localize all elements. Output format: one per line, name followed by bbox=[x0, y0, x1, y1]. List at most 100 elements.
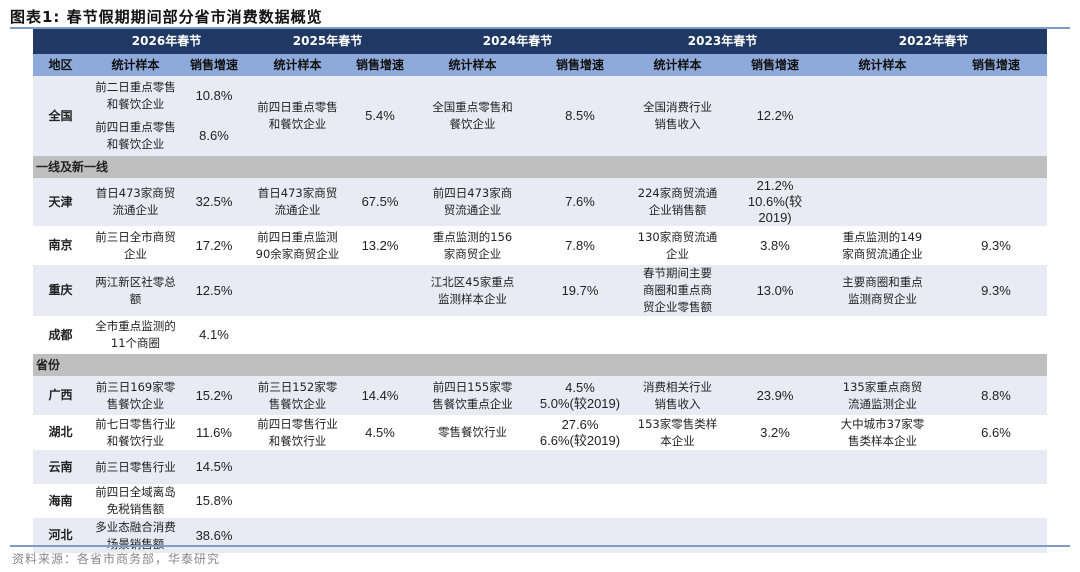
header-growth: 销售增速 bbox=[535, 54, 625, 76]
growth-cell: 13.0% bbox=[730, 265, 820, 316]
sample-cell: 消费相关行业 销售收入 bbox=[625, 376, 730, 415]
growth-cell bbox=[945, 316, 1047, 354]
region-cell: 湖北 bbox=[33, 415, 88, 450]
region-cell: 全国 bbox=[33, 76, 88, 156]
sample-cell bbox=[820, 76, 945, 156]
header-columns: 地区 统计样本 销售增速 统计样本 销售增速 统计样本 销售增速 统计样本 销售增速 统计样本 销售… bbox=[33, 54, 1047, 76]
sample-cell bbox=[410, 518, 535, 553]
header-blank bbox=[33, 29, 88, 54]
header-year: 2025年春节 bbox=[245, 29, 410, 54]
sample-cell: 重点监测的156 家商贸企业 bbox=[410, 226, 535, 265]
growth-cell bbox=[730, 450, 820, 484]
sample-cell bbox=[625, 518, 730, 553]
sample-cell: 前四日全域离岛 免税销售额 bbox=[88, 484, 183, 518]
sample-cell bbox=[820, 316, 945, 354]
sample-cell bbox=[410, 316, 535, 354]
table-row: 湖北 前七日零售行业 和餐饮行业 11.6% 前四日零售行业 和餐饮行业 4.5% 零售餐… bbox=[33, 415, 1047, 450]
sample-cell: 零售餐饮行业 bbox=[410, 415, 535, 450]
header-year: 2026年春节 bbox=[88, 29, 245, 54]
growth-cell bbox=[535, 450, 625, 484]
sample-cell bbox=[245, 316, 350, 354]
region-cell: 重庆 bbox=[33, 265, 88, 316]
sample-cell bbox=[410, 450, 535, 484]
growth-cell bbox=[350, 316, 410, 354]
growth-cell: 8.6% bbox=[183, 116, 245, 156]
sample-cell: 前四日零售行业 和餐饮行业 bbox=[245, 415, 350, 450]
sample-cell: 前四日473家商 贸流通企业 bbox=[410, 178, 535, 226]
growth-cell: 7.8% bbox=[535, 226, 625, 265]
sample-cell: 重点监测的149 家商贸流通企业 bbox=[820, 226, 945, 265]
growth-cell: 14.5% bbox=[183, 450, 245, 484]
growth-cell: 9.3% bbox=[945, 265, 1047, 316]
sample-cell: 江北区45家重点 监测样本企业 bbox=[410, 265, 535, 316]
sample-cell: 多业态融合消费 场景销售额 bbox=[88, 518, 183, 553]
sample-cell bbox=[625, 450, 730, 484]
sample-cell: 首日473家商贸 流通企业 bbox=[245, 178, 350, 226]
sample-cell bbox=[625, 484, 730, 518]
growth-cell bbox=[535, 316, 625, 354]
sample-cell: 前三日169家零 售餐饮企业 bbox=[88, 376, 183, 415]
header-sample: 统计样本 bbox=[88, 54, 183, 76]
sample-cell bbox=[245, 265, 350, 316]
growth-cell: 4.1% bbox=[183, 316, 245, 354]
table-row: 重庆 两江新区社零总 额 12.5% 江北区45家重点 监测样本企业 19.7% 春节期间… bbox=[33, 265, 1047, 316]
growth-cell: 21.2% 10.6%(较2019) bbox=[730, 178, 820, 226]
growth-cell bbox=[730, 518, 820, 553]
growth-cell: 7.6% bbox=[535, 178, 625, 226]
sample-cell: 春节期间主要 商圈和重点商 贸企业零售额 bbox=[625, 265, 730, 316]
sample-cell: 前四日重点零售 和餐饮企业 bbox=[88, 116, 183, 156]
sample-cell: 前三日全市商贸 企业 bbox=[88, 226, 183, 265]
sample-cell: 前四日重点监测 90余家商贸企业 bbox=[245, 226, 350, 265]
header-year: 2022年春节 bbox=[820, 29, 1047, 54]
sample-cell bbox=[625, 316, 730, 354]
source-note: 资料来源：各省市商务部，华泰研究 bbox=[12, 552, 221, 566]
table-row: 成都 全市重点监测的 11个商圈 4.1% bbox=[33, 316, 1047, 354]
growth-cell: 32.5% bbox=[183, 178, 245, 226]
growth-cell: 23.9% bbox=[730, 376, 820, 415]
section-label: 省份 bbox=[33, 354, 1047, 376]
growth-cell bbox=[945, 76, 1047, 156]
sample-cell: 首日473家商贸 流通企业 bbox=[88, 178, 183, 226]
section-header: 省份 bbox=[33, 354, 1047, 376]
sample-cell: 全国重点零售和 餐饮企业 bbox=[410, 76, 535, 156]
growth-cell: 17.2% bbox=[183, 226, 245, 265]
growth-cell bbox=[730, 316, 820, 354]
header-year: 2024年春节 bbox=[410, 29, 625, 54]
sample-cell: 前三日零售行业 bbox=[88, 450, 183, 484]
growth-cell: 12.2% bbox=[730, 76, 820, 156]
growth-cell: 38.6% bbox=[183, 518, 245, 553]
header-sample: 统计样本 bbox=[625, 54, 730, 76]
growth-cell: 67.5% bbox=[350, 178, 410, 226]
growth-cell bbox=[945, 484, 1047, 518]
growth-cell: 8.5% bbox=[535, 76, 625, 156]
growth-cell bbox=[730, 484, 820, 518]
growth-cell: 19.7% bbox=[535, 265, 625, 316]
table-row: 广西 前三日169家零 售餐饮企业 15.2% 前三日152家零 售餐饮企业 14.4%… bbox=[33, 376, 1047, 415]
growth-cell: 5.4% bbox=[350, 76, 410, 156]
sample-cell: 224家商贸流通 企业销售额 bbox=[625, 178, 730, 226]
sample-cell bbox=[245, 518, 350, 553]
growth-cell: 12.5% bbox=[183, 265, 245, 316]
growth-cell: 14.4% bbox=[350, 376, 410, 415]
sample-cell: 前三日152家零 售餐饮企业 bbox=[245, 376, 350, 415]
growth-cell bbox=[945, 518, 1047, 553]
consumption-table: 2026年春节 2025年春节 2024年春节 2023年春节 2022年春节 地区 统计样… bbox=[33, 29, 1047, 553]
growth-cell bbox=[945, 450, 1047, 484]
sample-cell: 全国消费行业 销售收入 bbox=[625, 76, 730, 156]
growth-cell: 11.6% bbox=[183, 415, 245, 450]
header-growth: 销售增速 bbox=[945, 54, 1047, 76]
region-cell: 海南 bbox=[33, 484, 88, 518]
growth-cell bbox=[535, 518, 625, 553]
sample-cell: 前二日重点零售 和餐饮企业 bbox=[88, 76, 183, 116]
growth-cell: 3.8% bbox=[730, 226, 820, 265]
header-region: 地区 bbox=[33, 54, 88, 76]
region-cell: 广西 bbox=[33, 376, 88, 415]
growth-cell: 4.5% 5.0%(较2019) bbox=[535, 376, 625, 415]
table-row: 云南 前三日零售行业 14.5% bbox=[33, 450, 1047, 484]
region-cell: 天津 bbox=[33, 178, 88, 226]
sample-cell bbox=[820, 484, 945, 518]
region-cell: 南京 bbox=[33, 226, 88, 265]
header-sample: 统计样本 bbox=[820, 54, 945, 76]
region-cell: 云南 bbox=[33, 450, 88, 484]
sample-cell: 135家重点商贸 流通监测企业 bbox=[820, 376, 945, 415]
